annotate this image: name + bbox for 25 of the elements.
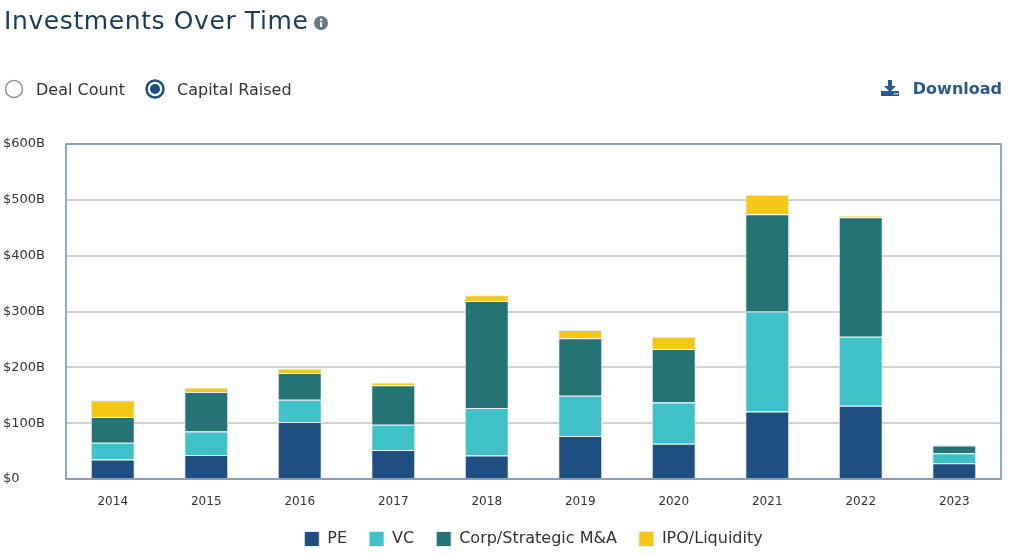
x-tick-label: 2016 — [284, 494, 316, 509]
x-tick-label: 2017 — [377, 494, 409, 509]
text: Deal Count — [36, 79, 126, 99]
y-tick-label: $600B — [3, 135, 46, 151]
text: Download — [912, 78, 1002, 98]
y-tick-label: $300B — [3, 302, 46, 318]
y-tick-label: $0 — [3, 470, 20, 486]
y-tick-label: $100B — [3, 414, 46, 430]
x-tick-label: 2019 — [564, 494, 596, 509]
legend-label: PE — [327, 528, 348, 548]
x-tick-label: 2018 — [471, 494, 503, 509]
y-tick-label: $500B — [3, 191, 46, 207]
legend-label: VC — [392, 528, 415, 548]
y-tick-label: $200B — [3, 358, 46, 374]
x-tick-label: 2023 — [938, 494, 970, 509]
legend-label: IPO/Liquidity — [661, 528, 763, 548]
chart-title: Investments Over Time — [4, 5, 309, 37]
x-tick-label: 2015 — [190, 494, 222, 509]
x-tick-label: 2014 — [97, 494, 129, 509]
legend-label: Corp/Strategic M&A — [459, 528, 617, 548]
y-tick-label: $400B — [3, 247, 46, 263]
x-tick-label: 2022 — [845, 494, 877, 509]
x-tick-label: 2020 — [658, 494, 690, 509]
text: Capital Raised — [177, 79, 292, 99]
x-tick-label: 2021 — [751, 494, 783, 509]
